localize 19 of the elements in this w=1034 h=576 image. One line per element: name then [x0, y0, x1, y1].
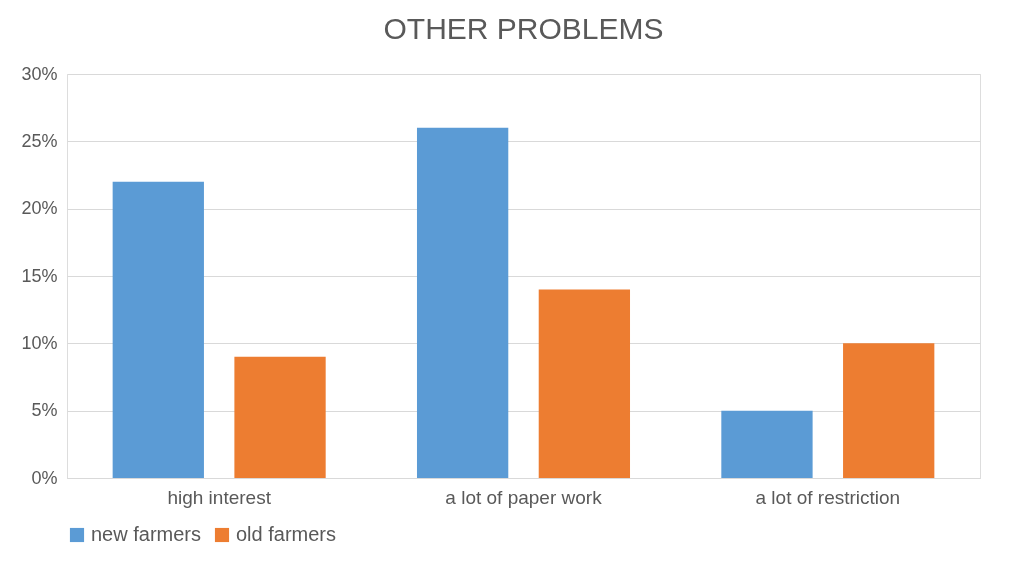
y-tick-label: 15% — [21, 265, 58, 286]
legend-label: new farmers — [91, 523, 202, 545]
x-tick-label: high interest — [167, 486, 272, 508]
bar — [721, 410, 813, 478]
y-tick-label: 10% — [21, 332, 58, 353]
y-tick-label: 30% — [21, 63, 58, 84]
bar — [416, 127, 509, 478]
x-tick-label: a lot of paper work — [445, 486, 603, 508]
bar — [234, 356, 326, 478]
legend-label: old farmers — [236, 523, 337, 545]
bar — [843, 343, 935, 478]
y-tick-label: 20% — [21, 198, 58, 219]
y-tick-label: 0% — [31, 467, 58, 488]
bar — [538, 289, 631, 478]
bar — [112, 181, 204, 478]
y-tick-label: 5% — [31, 400, 58, 421]
chart-title: OTHER PROBLEMS — [383, 12, 664, 45]
y-tick-label: 25% — [21, 130, 58, 151]
x-tick-label: a lot of restriction — [755, 486, 901, 508]
